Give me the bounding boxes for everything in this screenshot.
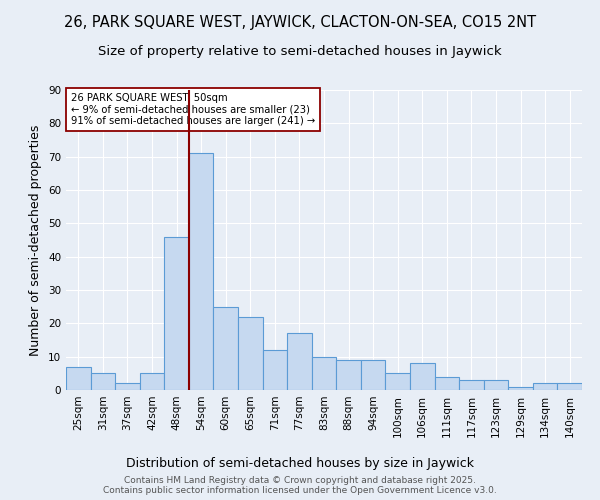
Text: 26 PARK SQUARE WEST: 50sqm
← 9% of semi-detached houses are smaller (23)
91% of : 26 PARK SQUARE WEST: 50sqm ← 9% of semi-…	[71, 93, 316, 126]
Bar	[287, 334, 312, 390]
Bar	[557, 384, 582, 390]
Text: 26, PARK SQUARE WEST, JAYWICK, CLACTON-ON-SEA, CO15 2NT: 26, PARK SQUARE WEST, JAYWICK, CLACTON-O…	[64, 15, 536, 30]
Bar	[533, 384, 557, 390]
Bar	[434, 376, 459, 390]
Bar	[410, 364, 434, 390]
Text: Contains HM Land Registry data © Crown copyright and database right 2025.
Contai: Contains HM Land Registry data © Crown c…	[103, 476, 497, 495]
Bar	[164, 236, 189, 390]
Bar	[66, 366, 91, 390]
Bar	[115, 384, 140, 390]
Bar	[189, 154, 214, 390]
Bar	[336, 360, 361, 390]
Bar	[238, 316, 263, 390]
Text: Size of property relative to semi-detached houses in Jaywick: Size of property relative to semi-detach…	[98, 45, 502, 58]
Bar	[263, 350, 287, 390]
Bar	[214, 306, 238, 390]
Text: Distribution of semi-detached houses by size in Jaywick: Distribution of semi-detached houses by …	[126, 458, 474, 470]
Bar	[508, 386, 533, 390]
Bar	[361, 360, 385, 390]
Bar	[484, 380, 508, 390]
Bar	[312, 356, 336, 390]
Bar	[459, 380, 484, 390]
Bar	[385, 374, 410, 390]
Bar	[140, 374, 164, 390]
Y-axis label: Number of semi-detached properties: Number of semi-detached properties	[29, 124, 43, 356]
Bar	[91, 374, 115, 390]
